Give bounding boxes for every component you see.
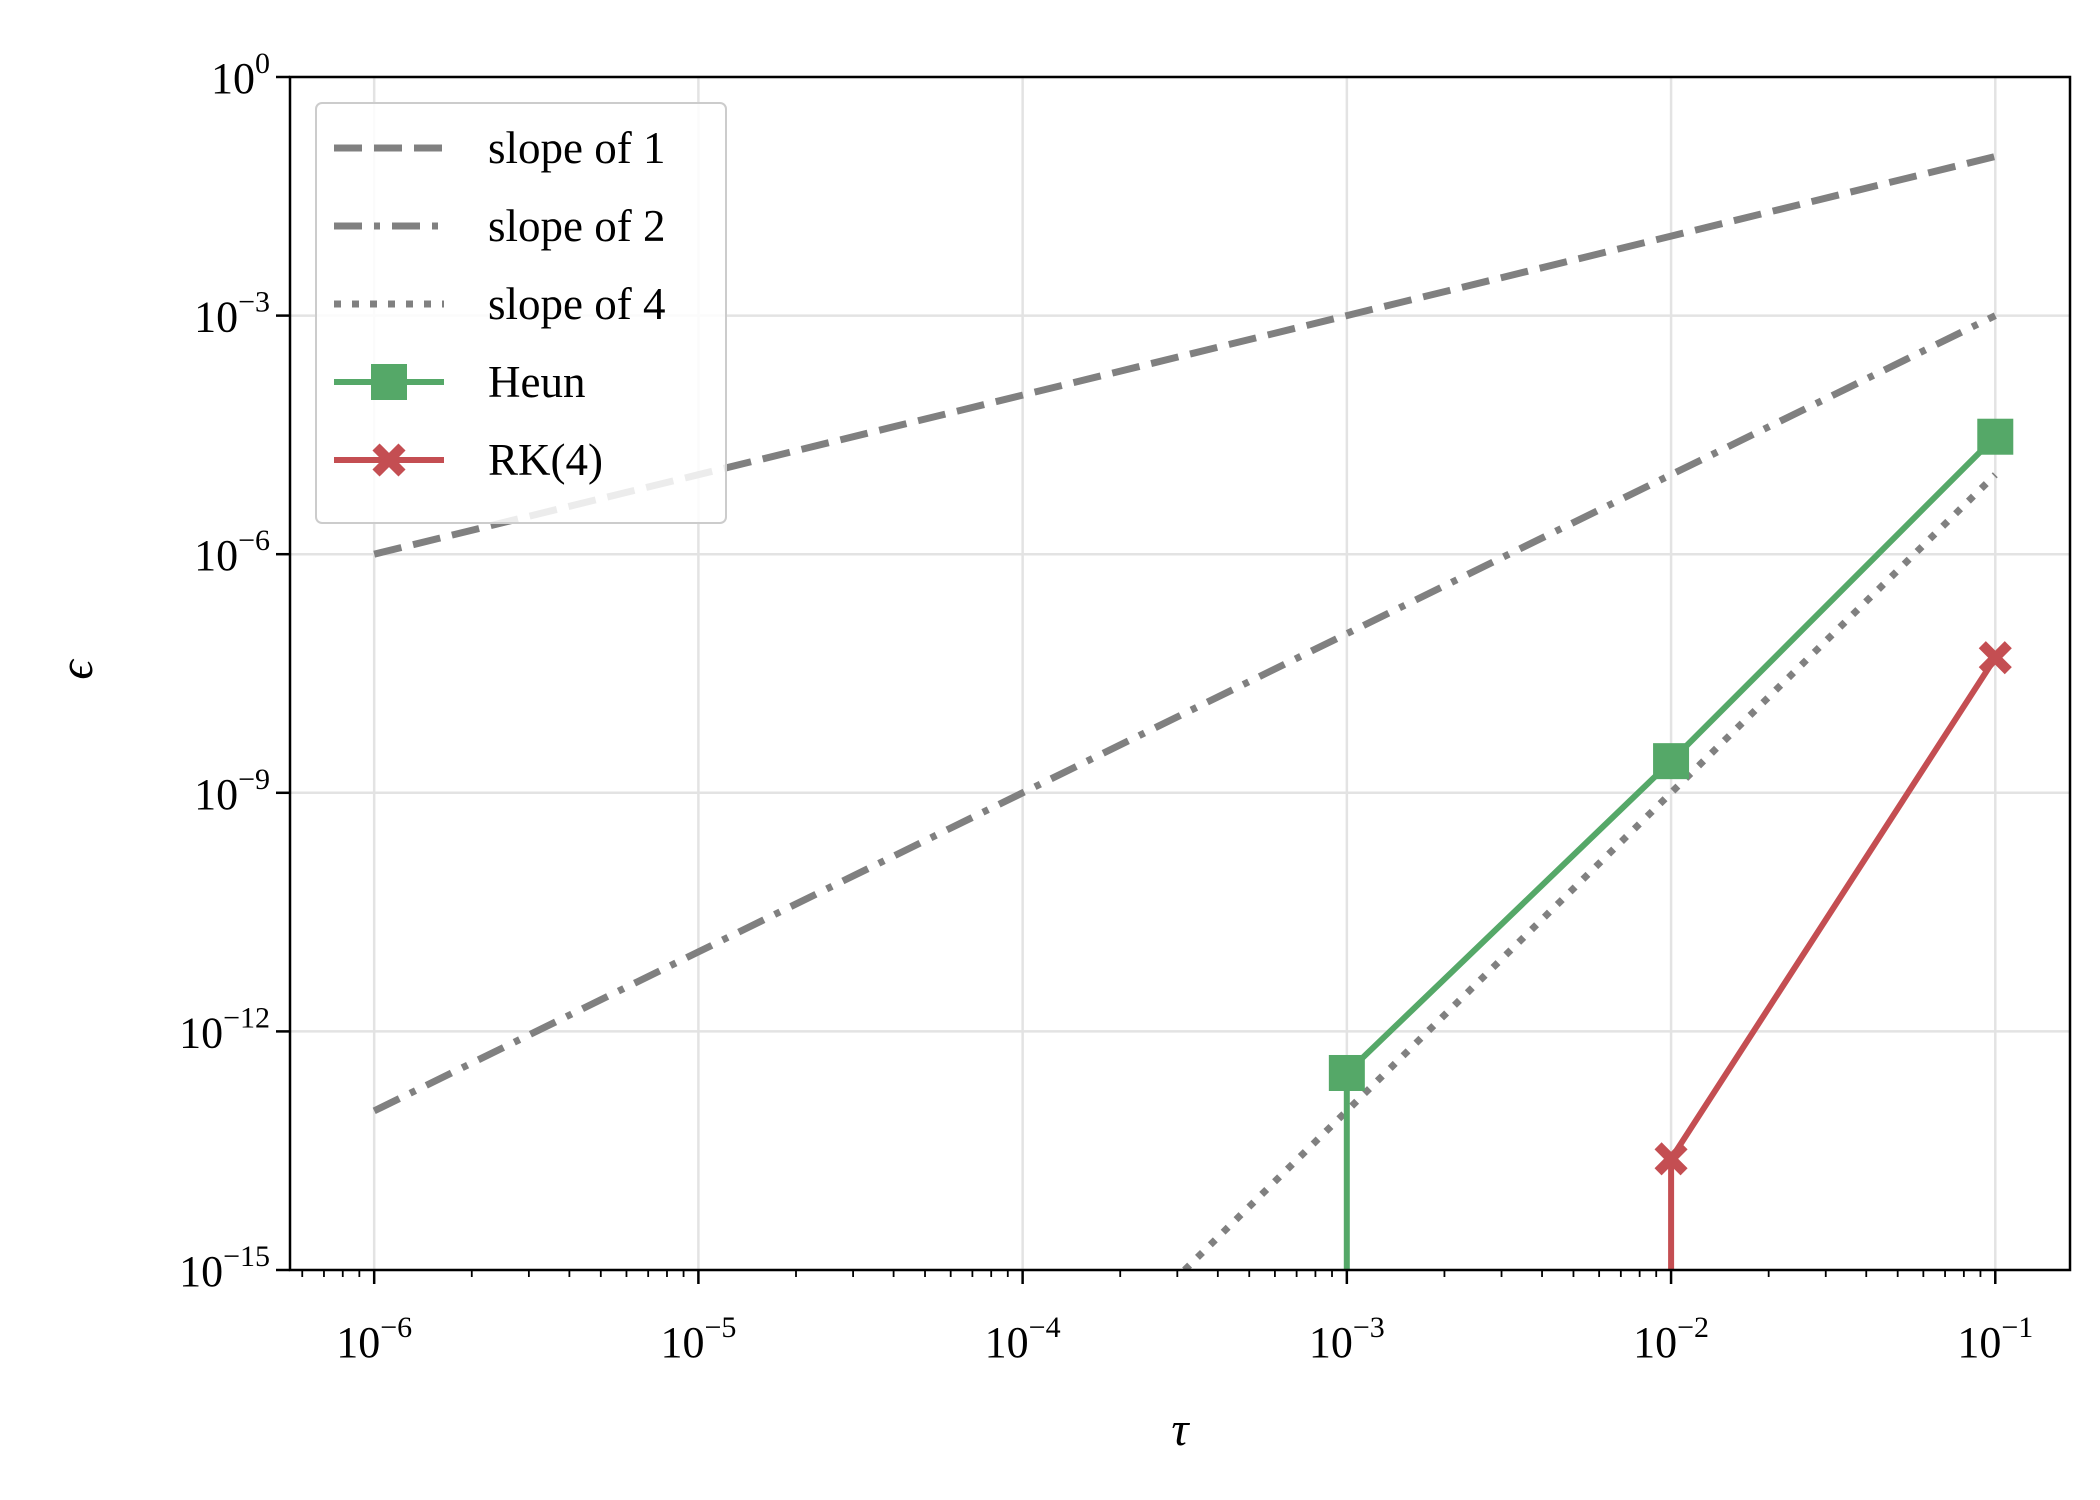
y-tick-label-exponent: −12 <box>223 1001 270 1034</box>
x-tick-label: 10−6 <box>336 1311 412 1367</box>
x-tick-label-exponent: −6 <box>380 1311 412 1344</box>
y-tick-label-exponent: −6 <box>238 524 270 557</box>
y-tick-label-exponent: −9 <box>238 763 270 796</box>
x-tick-label-base: 10 <box>660 1318 704 1367</box>
y-tick-label-base: 10 <box>194 770 238 819</box>
y-tick-label-exponent: −3 <box>238 286 270 319</box>
y-tick-label-base: 10 <box>179 1008 223 1057</box>
series-line-4 <box>1343 434 1998 1270</box>
legend-marker <box>372 443 406 477</box>
y-tick-label: 100 <box>211 47 270 103</box>
x-tick-label: 10−1 <box>1957 1311 2033 1367</box>
y-tick-label-exponent: −15 <box>223 1240 270 1273</box>
legend-label: slope of 2 <box>488 201 665 251</box>
series-line-3 <box>1182 472 1998 1270</box>
x-tick-label-base: 10 <box>336 1318 380 1367</box>
data-point-4 <box>1328 1054 1365 1091</box>
legend-entry: Heun <box>334 357 585 407</box>
x-tick-label: 10−4 <box>985 1311 1061 1367</box>
y-tick-label-base: 10 <box>194 531 238 580</box>
x-tick-label-exponent: −3 <box>1353 1311 1385 1344</box>
y-axis-label: ϵ <box>50 659 103 680</box>
legend-label: RK(4) <box>488 435 603 485</box>
y-tick-label: 10−15 <box>179 1240 270 1296</box>
x-tick-label: 10−3 <box>1309 1311 1385 1367</box>
x-tick-label-exponent: −4 <box>1029 1311 1061 1344</box>
x-tick-label-base: 10 <box>985 1318 1029 1367</box>
y-tick-label: 10−9 <box>194 763 270 819</box>
legend-label: slope of 4 <box>488 279 665 329</box>
tick-labels: 10−6 10−5 10−4 10−3 10−2 10−110010−310−610−91… <box>179 47 2033 1367</box>
x-axis-label: τ <box>1171 1403 1190 1456</box>
data-point-5 <box>1978 641 2012 675</box>
y-tick-label-base: 10 <box>179 1247 223 1296</box>
x-tick-label: 10−2 <box>1633 1311 1709 1367</box>
legend-label: slope of 1 <box>488 123 665 173</box>
y-tick-label: 10−3 <box>194 286 270 342</box>
y-tick-label: 10−12 <box>179 1001 270 1057</box>
y-tick-label-exponent: 0 <box>255 47 270 80</box>
y-tick-label-base: 10 <box>211 54 255 103</box>
legend-label: Heun <box>488 357 585 407</box>
data-point-5 <box>1654 1142 1688 1176</box>
legend-entry: slope of 4 <box>334 279 665 329</box>
y-tick-label-base: 10 <box>194 293 238 342</box>
legend-entry: slope of 2 <box>334 201 665 251</box>
plot-frame <box>288 75 2072 1272</box>
x-tick-label-base: 10 <box>1309 1318 1353 1367</box>
data-point-4 <box>1653 743 1690 780</box>
y-tick-label: 10−6 <box>194 524 270 580</box>
legend-box <box>315 102 727 524</box>
legend: slope of 1 slope of 2 slope of 4 Heun RK(4) <box>315 102 727 524</box>
legend-entry: RK(4) <box>334 435 603 485</box>
x-tick-label-exponent: −2 <box>1677 1311 1709 1344</box>
x-tick-label-base: 10 <box>1633 1318 1677 1367</box>
legend-marker <box>371 364 407 400</box>
x-tick-label-exponent: −5 <box>704 1311 736 1344</box>
series-line-2 <box>372 312 1997 1115</box>
x-tick-label: 10−5 <box>660 1311 736 1367</box>
x-tick-label-exponent: −1 <box>2001 1311 2033 1344</box>
x-tick-label-base: 10 <box>1957 1318 2001 1367</box>
data-point-4 <box>1977 418 2014 455</box>
marker-layer <box>1328 418 2014 1176</box>
legend-entry: slope of 1 <box>334 123 665 173</box>
ticks <box>276 75 1997 1284</box>
